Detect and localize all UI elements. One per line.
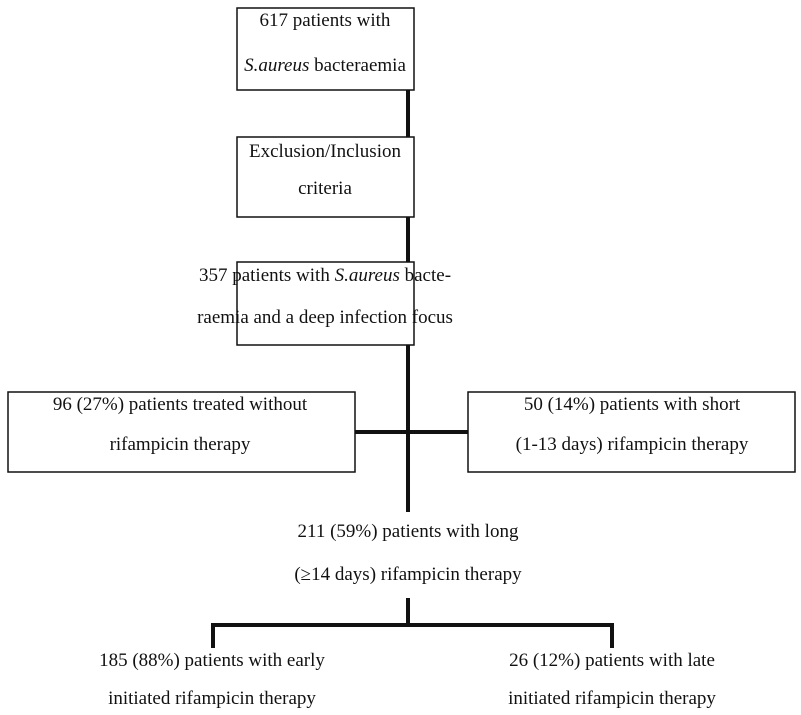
node: 357 patients with S.aureus bacte-raemia … bbox=[197, 265, 453, 328]
node: 617 patients with S.aureus bacteraemia bbox=[244, 10, 406, 76]
text: 617 patients with bbox=[260, 10, 391, 31]
node: 96 (27%) patients treated without rifampi… bbox=[53, 394, 308, 455]
node: 211 (59%) patients with long (≥14 days) r… bbox=[294, 521, 522, 585]
node: Exclusion/Inclusion criteria bbox=[249, 141, 401, 199]
node-line: (1-13 days) rifampicin therapy bbox=[516, 434, 749, 455]
node-line: rifampicin therapy bbox=[110, 434, 251, 455]
text: Exclusion/Inclusion bbox=[249, 141, 401, 162]
node-line: initiated rifampicin therapy bbox=[108, 688, 316, 709]
text: 357 patients with bbox=[199, 265, 335, 286]
italic-text: S.aureus bbox=[335, 265, 400, 286]
text: bacteraemia bbox=[309, 55, 406, 76]
box bbox=[236, 136, 415, 218]
node-line: S.aureus bacteraemia bbox=[244, 55, 406, 76]
text: bacte- bbox=[400, 265, 451, 286]
node-line: 357 patients with S.aureus bacte- bbox=[199, 265, 451, 286]
connectors bbox=[211, 90, 614, 648]
node: 50 (14%) patients with short (1-13 days) … bbox=[516, 394, 749, 455]
text: 50 (14%) patients with short bbox=[524, 394, 741, 415]
text: 211 (59%) patients with long bbox=[298, 521, 519, 542]
node-line: 211 (59%) patients with long bbox=[298, 521, 519, 542]
node-line: (≥14 days) rifampicin therapy bbox=[294, 564, 522, 585]
text: 96 (27%) patients treated without bbox=[53, 394, 308, 415]
node-line: initiated rifampicin therapy bbox=[508, 688, 716, 709]
box bbox=[236, 7, 415, 91]
text: initiated rifampicin therapy bbox=[108, 688, 316, 709]
box bbox=[467, 391, 796, 473]
node-line: 50 (14%) patients with short bbox=[524, 394, 741, 415]
text: 185 (88%) patients with early bbox=[99, 650, 325, 671]
node-line: Exclusion/Inclusion bbox=[249, 141, 401, 162]
text: (1-13 days) rifampicin therapy bbox=[516, 434, 749, 455]
node-line: 617 patients with bbox=[260, 10, 391, 31]
node-line: raemia and a deep infection focus bbox=[197, 307, 453, 328]
text: initiated rifampicin therapy bbox=[508, 688, 716, 709]
text: 26 (12%) patients with late bbox=[509, 650, 715, 671]
node-line: 185 (88%) patients with early bbox=[99, 650, 325, 671]
text: raemia and a deep infection focus bbox=[197, 307, 453, 328]
italic-text: S.aureus bbox=[244, 55, 309, 76]
box bbox=[7, 391, 356, 473]
node: 26 (12%) patients with late initiated rif… bbox=[508, 650, 716, 709]
text: criteria bbox=[298, 178, 352, 199]
box bbox=[236, 261, 415, 346]
node-line: criteria bbox=[298, 178, 352, 199]
text: (≥14 days) rifampicin therapy bbox=[294, 564, 522, 585]
node-line: 96 (27%) patients treated without bbox=[53, 394, 308, 415]
node: 185 (88%) patients with early initiated r… bbox=[99, 650, 325, 709]
text: rifampicin therapy bbox=[110, 434, 251, 455]
node-line: 26 (12%) patients with late bbox=[509, 650, 715, 671]
